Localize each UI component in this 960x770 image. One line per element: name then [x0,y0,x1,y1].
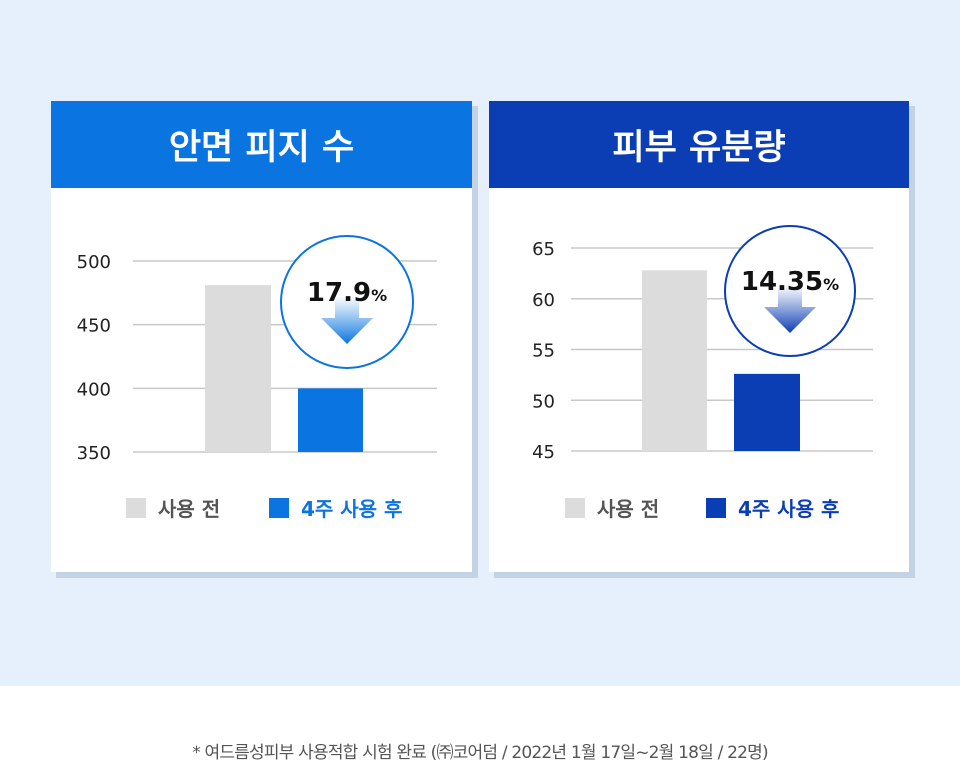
bar-before [642,270,707,451]
y-tick-label: 60 [532,290,555,311]
y-tick-label: 45 [532,442,555,463]
arrow-down-icon [764,285,816,333]
legend-swatch-before [565,498,585,518]
bar-after [298,388,363,452]
chart-sebum: 350 400 450 500 17.9% 사용 전 4주 사용 후 [77,235,437,521]
bar-after [734,373,800,451]
bar-before [205,285,271,452]
reduction-value: 14.35% [741,267,839,297]
legend-label-before: 사용 전 [597,497,659,521]
card-title-oil: 피부 유분량 [489,101,909,188]
card-title-sebum: 안면 피지 수 [51,101,472,188]
legend-swatch-after [269,498,289,518]
arrow-down-icon [321,296,373,344]
legend-label-after: 4주 사용 후 [301,497,402,521]
y-tick-label: 450 [77,316,111,337]
legend-swatch-after [706,498,726,518]
y-tick-label: 400 [77,379,111,400]
legend-label-before: 사용 전 [158,497,220,521]
y-tick-label: 350 [77,443,111,464]
footnote: * 여드름성피부 사용적합 시험 완료 (㈜코어덤 / 2022년 1월 17일… [192,743,768,763]
y-tick-label: 65 [532,239,555,260]
legend-label-after: 4주 사용 후 [738,497,839,521]
reduction-value: 17.9% [307,278,387,308]
chart-card-oil: 피부 유분량 45 50 55 60 65 14.35% 사용 전 4주 사용 후 [489,101,909,572]
y-tick-label: 500 [77,252,111,273]
chart-card-sebum: 안면 피지 수 350 400 450 500 17.9% 사용 전 4주 사용 후 [51,101,472,572]
chart-oil: 45 50 55 60 65 14.35% 사용 전 4주 사용 후 [532,225,873,521]
y-tick-label: 55 [532,341,555,362]
legend-swatch-before [126,498,146,518]
y-tick-label: 50 [532,391,555,412]
